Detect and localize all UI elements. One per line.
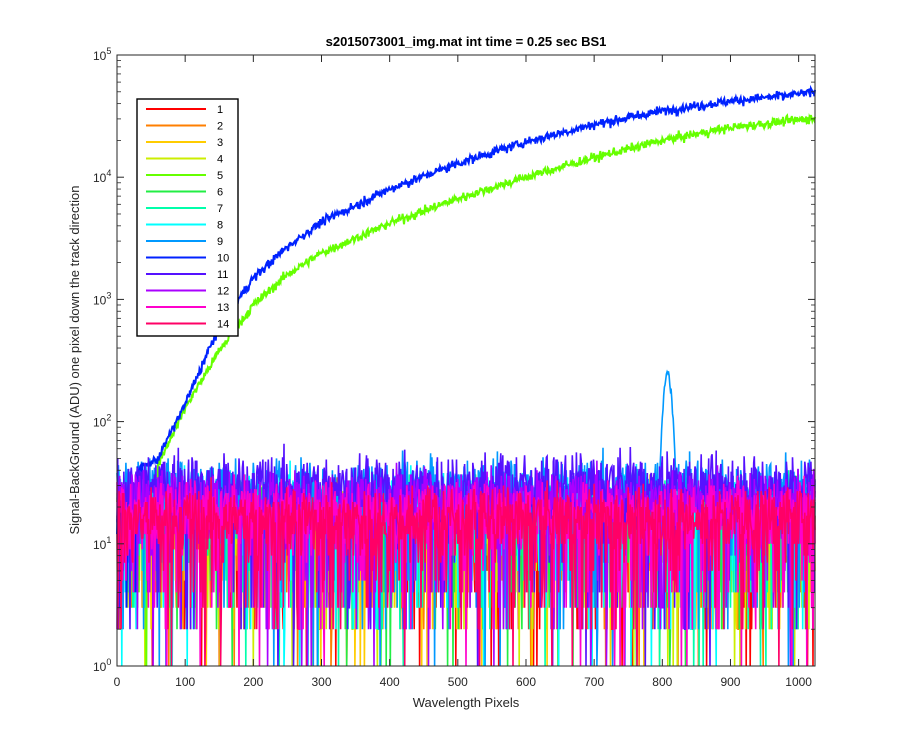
legend-label-13: 13 bbox=[217, 302, 229, 314]
legend-label-1: 1 bbox=[217, 104, 223, 116]
axes-frame bbox=[116, 54, 816, 667]
legend-label-14: 14 bbox=[217, 319, 229, 331]
y-tick-exponent: 0 bbox=[106, 657, 111, 667]
y-tick-exponent: 4 bbox=[106, 168, 111, 178]
y-tick-label: 102 bbox=[93, 413, 111, 430]
y-tick-base: 10 bbox=[93, 49, 107, 63]
y-axis-label: Signal-BackGround (ADU) one pixel down t… bbox=[67, 185, 82, 534]
x-tick-label: 0 bbox=[114, 675, 121, 689]
x-tick-label: 200 bbox=[243, 675, 263, 689]
legend-label-4: 4 bbox=[217, 154, 223, 166]
y-tick-exponent: 5 bbox=[106, 46, 111, 56]
x-tick-label: 700 bbox=[584, 675, 604, 689]
x-tick-label: 500 bbox=[448, 675, 468, 689]
y-tick-label: 105 bbox=[93, 46, 111, 63]
y-tick-label: 103 bbox=[93, 290, 111, 307]
chart-title: s2015073001_img.mat int time = 0.25 sec … bbox=[326, 34, 607, 49]
y-tick-exponent: 1 bbox=[106, 535, 111, 545]
legend-label-11: 11 bbox=[217, 269, 228, 281]
legend-label-10: 10 bbox=[217, 253, 229, 265]
y-tick-label: 100 bbox=[93, 657, 111, 674]
legend-label-9: 9 bbox=[217, 236, 223, 248]
legend-label-7: 7 bbox=[217, 203, 223, 215]
y-tick-base: 10 bbox=[93, 171, 107, 185]
legend-label-8: 8 bbox=[217, 220, 223, 232]
x-axis-label: Wavelength Pixels bbox=[413, 695, 520, 710]
legend-box bbox=[136, 98, 239, 337]
y-tick-base: 10 bbox=[93, 416, 107, 430]
x-tick-label: 300 bbox=[311, 675, 331, 689]
y-tick-label: 104 bbox=[93, 168, 111, 185]
y-tick-exponent: 2 bbox=[106, 413, 111, 423]
y-tick-base: 10 bbox=[93, 293, 107, 307]
x-tick-label: 600 bbox=[516, 675, 536, 689]
series-line-14 bbox=[116, 477, 816, 667]
legend-label-6: 6 bbox=[217, 187, 223, 199]
axis-ticks: 0 100 200 300 400 500 600 700 800 900 100010010110… bbox=[93, 46, 815, 689]
y-tick-exponent: 3 bbox=[106, 290, 111, 300]
y-tick-base: 10 bbox=[93, 660, 107, 674]
y-tick-base: 10 bbox=[93, 538, 107, 552]
legend-label-2: 2 bbox=[217, 121, 223, 133]
x-tick-label: 1000 bbox=[785, 675, 812, 689]
x-tick-label: 900 bbox=[720, 675, 740, 689]
x-tick-label: 400 bbox=[380, 675, 400, 689]
legend-label-12: 12 bbox=[217, 286, 229, 298]
legend-label-3: 3 bbox=[217, 137, 223, 149]
y-tick-label: 101 bbox=[93, 535, 111, 552]
x-tick-label: 100 bbox=[175, 675, 195, 689]
x-tick-label: 800 bbox=[652, 675, 672, 689]
legend-label-5: 5 bbox=[217, 170, 223, 182]
